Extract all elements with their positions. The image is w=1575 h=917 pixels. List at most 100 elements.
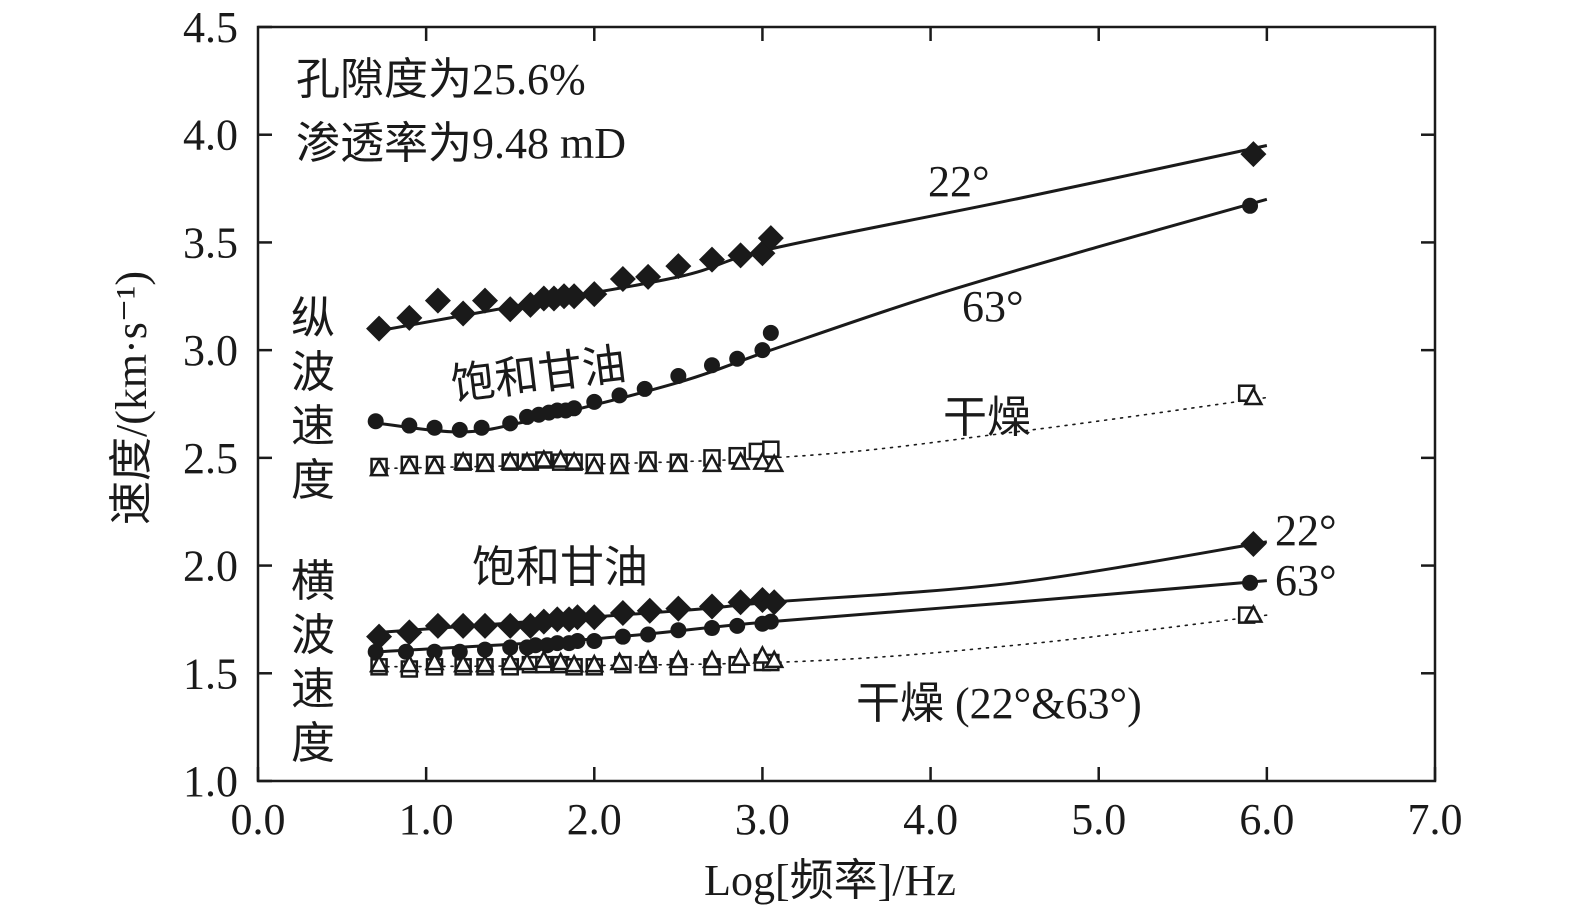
- marker-p-63-triangle: [752, 451, 773, 470]
- marker-p-63-triangle: [668, 453, 689, 473]
- porosity-annotation: 孔隙度为25.6%: [296, 55, 586, 104]
- x-tick-label: 1.0: [399, 795, 454, 844]
- s-dry-label: 干燥 (22°&63°): [856, 679, 1142, 728]
- marker-s-63-circle: [527, 637, 544, 654]
- marker-p-63-triangle: [500, 451, 521, 470]
- p-dry-label: 干燥: [943, 393, 1031, 442]
- marker-s-22-diamond: [1240, 531, 1267, 558]
- marker-s-63-circle: [549, 635, 566, 652]
- marker-p-22-diamond: [757, 225, 784, 252]
- p-22-label: 22°: [928, 157, 990, 206]
- y-tick-label: 2.0: [183, 542, 238, 591]
- permeability-annotation: 渗透率为9.48 mD: [296, 119, 626, 168]
- marker-s-22-diamond: [497, 612, 524, 639]
- s-22-label: 22°: [1275, 506, 1337, 555]
- marker-p-22-diamond: [497, 296, 524, 323]
- marker-p-63-triangle: [764, 453, 785, 473]
- marker-s-63-circle: [451, 643, 468, 660]
- x-tick-label: 7.0: [1408, 795, 1463, 844]
- marker-p-63-circle: [636, 380, 653, 397]
- marker-p-63-circle: [729, 350, 746, 367]
- marker-p-63-triangle: [424, 455, 445, 475]
- marker-s-63-triangle: [1243, 603, 1264, 623]
- marker-p-63-circle: [586, 393, 603, 410]
- marker-p-22-diamond: [635, 263, 662, 290]
- marker-p-22-diamond: [450, 300, 477, 327]
- marker-s-63-triangle: [474, 653, 496, 673]
- marker-p-63-triangle: [550, 448, 571, 468]
- marker-p-22-diamond: [609, 266, 636, 293]
- tick-labels: 0.0 1.0 2.0 3.0 4.0 5.0 6.0 7.01.01.52.02.53.03…: [183, 3, 1463, 844]
- marker-s-63-triangle: [752, 644, 773, 664]
- marker-p-63-circle: [703, 357, 720, 374]
- marker-p-63-triangle: [1243, 386, 1264, 406]
- marker-p-63-triangle: [399, 455, 420, 475]
- axis-ticks: [256, 25, 1437, 783]
- marker-s-63-circle: [729, 617, 746, 634]
- marker-p-63-circle: [754, 342, 771, 359]
- marker-p-63-circle: [762, 324, 779, 341]
- marker-p-63-triangle: [701, 453, 723, 473]
- y-tick-label: 1.0: [183, 757, 238, 806]
- y-tick-label: 3.0: [183, 326, 238, 375]
- marker-s-22-diamond: [636, 597, 663, 624]
- y-tick-label: 2.5: [183, 434, 238, 483]
- marker-p-22-diamond: [665, 253, 692, 280]
- vertical-label-char: 度: [291, 456, 335, 505]
- vertical-label-char: 波: [291, 611, 335, 660]
- marker-p-63-circle: [1242, 197, 1259, 214]
- marker-p-63-triangle: [730, 451, 751, 470]
- marker-s-22-diamond: [424, 612, 451, 639]
- p-63-label: 63°: [962, 282, 1024, 331]
- marker-s-63-circle: [502, 639, 519, 656]
- marker-p-22-diamond: [424, 287, 451, 314]
- x-tick-label: 2.0: [567, 795, 622, 844]
- marker-p-63-triangle: [533, 448, 554, 468]
- marker-s-63-triangle: [584, 653, 605, 673]
- marker-s-63-circle: [703, 620, 720, 637]
- marker-p-22-diamond: [471, 287, 498, 314]
- marker-p-63-circle: [611, 387, 628, 404]
- marker-p-63-circle: [451, 421, 468, 438]
- marker-s-22-diamond: [396, 619, 423, 646]
- marker-s-22-diamond: [366, 623, 393, 650]
- marker-s-63-triangle: [453, 653, 474, 673]
- x-axis-title: Log[频率]/Hz: [704, 856, 956, 905]
- marker-s-63-triangle: [368, 653, 390, 673]
- x-tick-label: 0.0: [231, 795, 286, 844]
- marker-s-63-circle: [1242, 574, 1259, 591]
- marker-p-63-triangle: [638, 453, 659, 473]
- marker-s-63-circle: [569, 632, 586, 649]
- marker-p-63-triangle: [474, 453, 496, 473]
- marker-s-22-diamond: [698, 593, 725, 620]
- marker-s-22-diamond: [761, 589, 788, 616]
- marker-s-63-triangle: [424, 651, 445, 671]
- marker-s-63-circle: [614, 628, 631, 645]
- marker-s-22-diamond: [665, 595, 692, 622]
- marker-p-22-diamond: [1240, 141, 1267, 168]
- marker-p-63-circle: [367, 413, 384, 430]
- marker-s-63-triangle: [550, 651, 571, 671]
- marker-s-63-circle: [762, 613, 779, 630]
- marker-s-22-diamond: [471, 612, 498, 639]
- marker-s-63-triangle: [500, 651, 521, 671]
- y-tick-label: 4.0: [183, 111, 238, 160]
- marker-p-22-diamond: [727, 242, 754, 269]
- marker-p-63-triangle: [609, 455, 630, 475]
- x-tick-label: 4.0: [903, 795, 958, 844]
- vertical-label-char: 度: [291, 719, 335, 768]
- marker-p-63-circle: [426, 419, 443, 436]
- x-tick-label: 3.0: [735, 795, 790, 844]
- fit-line-p-22-square: [378, 396, 1268, 470]
- marker-p-22-diamond: [366, 315, 393, 342]
- y-tick-label: 3.5: [183, 218, 238, 267]
- marker-p-63-triangle: [564, 451, 585, 470]
- marker-s-63-triangle: [609, 651, 630, 671]
- plot-markers: [366, 141, 1267, 678]
- marker-s-63-circle: [640, 626, 657, 643]
- x-tick-label: 6.0: [1239, 795, 1294, 844]
- plot-frame: [256, 25, 1437, 783]
- marker-p-63-triangle: [516, 451, 538, 470]
